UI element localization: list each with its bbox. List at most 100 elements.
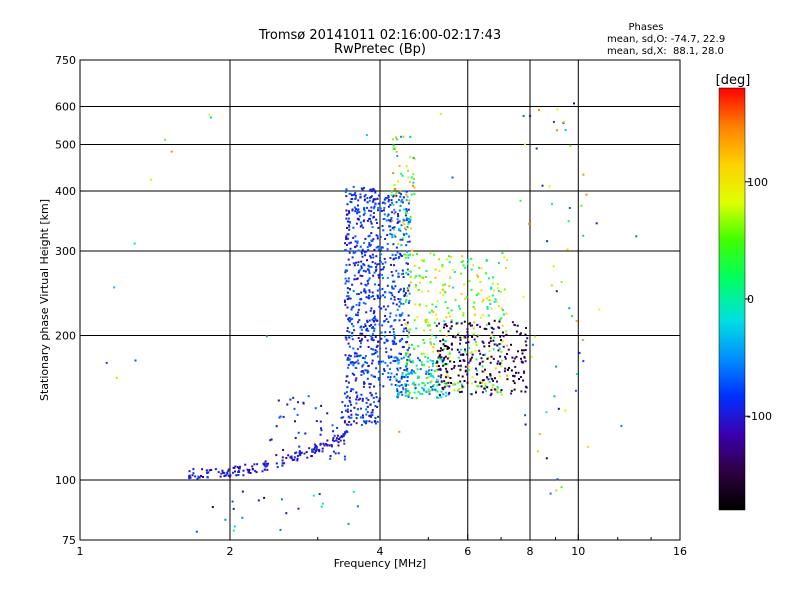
data-point: [408, 220, 411, 223]
data-point: [367, 329, 370, 332]
data-point: [351, 334, 353, 337]
data-point: [450, 256, 453, 258]
data-point: [367, 264, 370, 267]
data-point: [411, 372, 414, 375]
data-point: [400, 193, 403, 196]
data-point: [407, 289, 410, 292]
data-point: [398, 313, 401, 316]
data-point: [378, 276, 380, 279]
data-point: [551, 203, 553, 206]
data-point: [395, 150, 398, 153]
data-point: [392, 144, 395, 147]
data-point: [339, 436, 342, 439]
data-point: [394, 356, 397, 359]
data-point: [348, 345, 351, 348]
data-point: [232, 507, 235, 510]
data-point: [396, 251, 399, 254]
data-point: [377, 263, 380, 266]
data-point: [442, 364, 445, 367]
data-point: [242, 474, 245, 477]
data-point: [500, 339, 502, 341]
data-point: [348, 251, 351, 254]
data-point: [464, 350, 467, 353]
data-point: [493, 388, 496, 391]
data-point: [407, 218, 410, 221]
data-point: [472, 333, 475, 336]
data-point: [453, 364, 456, 367]
data-point: [460, 272, 462, 275]
data-point: [281, 459, 284, 462]
data-point: [382, 294, 385, 297]
data-point: [396, 367, 399, 370]
data-point: [467, 361, 470, 364]
data-point: [364, 336, 367, 338]
data-point: [378, 323, 381, 326]
data-point: [467, 347, 470, 350]
data-point: [513, 382, 516, 385]
data-point: [421, 393, 424, 395]
data-point: [552, 265, 555, 268]
data-point: [462, 337, 465, 340]
data-point: [373, 298, 376, 301]
data-point: [393, 333, 396, 336]
data-point: [427, 290, 430, 293]
data-point: [362, 357, 364, 359]
data-point: [377, 226, 380, 229]
data-point: [382, 268, 385, 271]
data-point: [443, 326, 445, 329]
data-point: [404, 228, 407, 231]
data-point: [407, 169, 409, 172]
data-point: [226, 471, 229, 474]
colorbar-label: [deg]: [716, 73, 751, 88]
data-point: [467, 258, 470, 261]
data-point: [219, 475, 222, 478]
data-point: [366, 321, 369, 323]
data-point: [249, 472, 252, 474]
data-point: [384, 197, 387, 200]
data-point: [480, 357, 483, 360]
data-point: [444, 355, 447, 358]
data-point: [296, 457, 299, 460]
data-point: [408, 331, 411, 334]
data-point: [459, 348, 462, 351]
data-point: [352, 305, 355, 308]
data-point: [500, 365, 503, 368]
data-point: [346, 237, 349, 240]
data-point: [373, 248, 376, 251]
data-point: [424, 319, 427, 322]
data-point: [414, 303, 417, 306]
data-point: [370, 295, 373, 298]
data-point: [379, 259, 382, 262]
data-point: [448, 385, 451, 388]
data-point: [541, 184, 544, 187]
data-point: [450, 319, 453, 322]
data-point: [575, 319, 578, 322]
data-point: [415, 284, 417, 287]
data-point: [380, 307, 383, 310]
data-point: [434, 276, 437, 279]
data-point: [431, 375, 434, 378]
data-point: [403, 288, 405, 291]
data-point: [500, 389, 503, 391]
data-point: [398, 300, 401, 303]
data-point: [417, 383, 420, 386]
data-point: [371, 261, 374, 264]
data-point: [479, 382, 482, 384]
data-point: [302, 401, 305, 404]
data-point: [405, 388, 408, 391]
data-point: [348, 210, 350, 213]
data-point: [492, 384, 495, 387]
data-point: [390, 233, 393, 236]
data-point: [427, 373, 430, 376]
data-point: [315, 444, 317, 447]
data-point: [370, 196, 372, 199]
data-point: [407, 314, 410, 317]
data-point: [355, 222, 358, 225]
data-point: [349, 221, 352, 224]
data-point: [361, 370, 364, 373]
data-point: [409, 328, 412, 331]
data-point: [346, 358, 349, 361]
data-point: [392, 228, 395, 231]
data-point: [346, 244, 348, 246]
